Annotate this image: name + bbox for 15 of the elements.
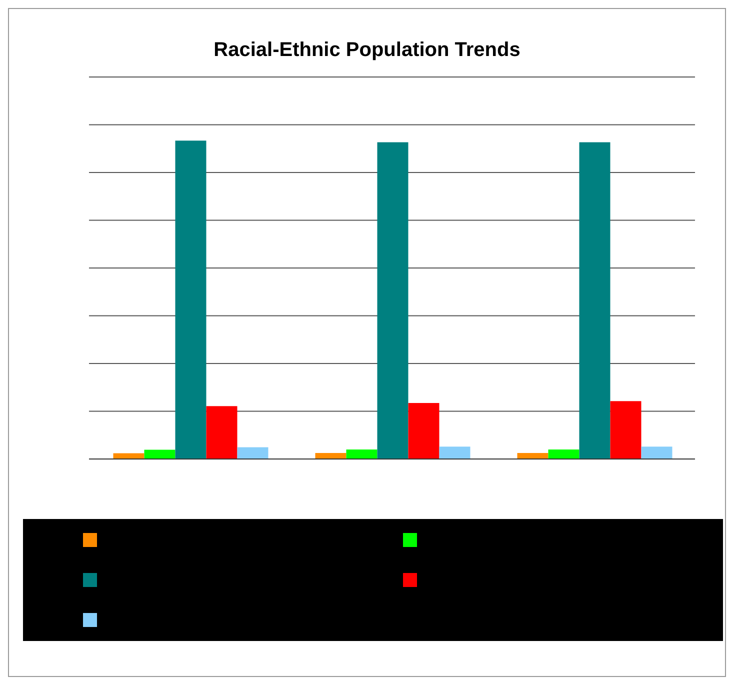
- bar: [237, 447, 268, 459]
- bar: [641, 446, 672, 459]
- bar: [517, 452, 548, 459]
- bar: [377, 142, 408, 459]
- bar: [610, 401, 642, 459]
- bar: [315, 452, 346, 459]
- bar: [579, 142, 610, 459]
- bar: [175, 140, 206, 459]
- bar: [439, 446, 470, 459]
- bar: [346, 449, 378, 459]
- chart-title: Racial-Ethnic Population Trends: [212, 38, 522, 63]
- bar: [408, 402, 440, 459]
- bar: [144, 450, 176, 459]
- bar: [206, 406, 238, 459]
- bar: [548, 449, 580, 459]
